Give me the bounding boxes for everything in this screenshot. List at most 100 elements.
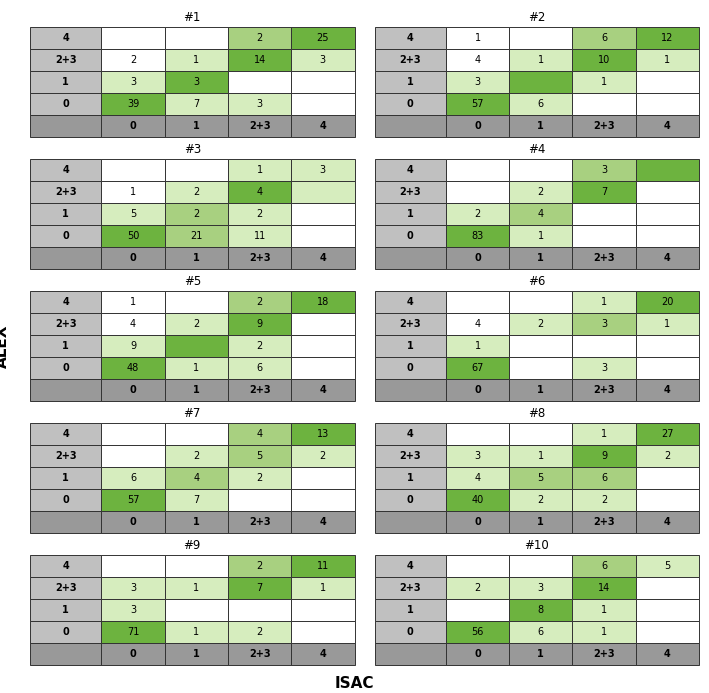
Text: 4: 4 [664,121,671,131]
Bar [228,489,291,511]
Bar [636,511,699,533]
Bar [636,225,699,247]
Text: 6: 6 [537,627,544,637]
Bar [101,489,164,511]
Bar [636,93,699,115]
Bar [101,181,164,203]
Bar [374,621,446,643]
Text: 3: 3 [257,99,262,109]
Text: 0: 0 [130,121,136,131]
Text: 2+3: 2+3 [399,187,421,197]
Bar [291,247,354,269]
Bar [164,159,228,181]
Bar [291,357,354,379]
Text: 7: 7 [193,495,199,505]
Text: 0: 0 [407,363,413,373]
Bar [509,599,572,621]
Bar [374,247,446,269]
Bar [446,49,509,71]
Text: 2+3: 2+3 [593,649,615,659]
Text: 50: 50 [127,231,139,241]
Bar [374,489,446,511]
Bar [291,159,354,181]
Text: 3: 3 [537,583,544,593]
Text: 1: 1 [407,341,413,351]
Bar [636,49,699,71]
Text: 1: 1 [537,253,545,263]
Text: 1: 1 [601,77,607,87]
Bar [228,225,291,247]
Bar [636,181,699,203]
Bar [164,445,228,467]
Bar [572,511,636,533]
Bar [291,621,354,643]
Text: 0: 0 [474,649,481,659]
Bar [636,599,699,621]
Bar [636,291,699,313]
Bar [164,577,228,599]
Bar [291,445,354,467]
Bar [101,291,164,313]
Bar [228,423,291,445]
Bar [509,313,572,335]
Bar [164,511,228,533]
Text: 2: 2 [537,187,544,197]
Text: 3: 3 [601,165,607,175]
Bar [164,379,228,401]
Bar [374,379,446,401]
Bar [30,159,101,181]
Text: 2+3: 2+3 [593,253,615,263]
Text: 4: 4 [320,649,326,659]
Text: 2+3: 2+3 [55,451,77,461]
Bar [30,357,101,379]
Text: 2+3: 2+3 [249,385,270,395]
Text: 83: 83 [471,231,484,241]
Text: 2+3: 2+3 [399,319,421,329]
Text: 2+3: 2+3 [593,385,615,395]
Bar [164,423,228,445]
Bar [374,423,446,445]
Text: 0: 0 [407,495,413,505]
Text: 4: 4 [62,561,69,571]
Text: 0: 0 [62,99,69,109]
Bar [164,225,228,247]
Bar [291,313,354,335]
Bar [374,335,446,357]
Text: 2: 2 [257,627,263,637]
Bar [291,27,354,49]
Text: 39: 39 [127,99,139,109]
Text: 4: 4 [320,517,326,527]
Text: #2: #2 [528,11,545,24]
Bar [374,225,446,247]
Bar [636,335,699,357]
Text: 2+3: 2+3 [55,583,77,593]
Bar [374,291,446,313]
Bar [572,335,636,357]
Text: 1: 1 [601,429,607,439]
Bar [30,115,101,137]
Bar [374,357,446,379]
Text: #8: #8 [528,407,545,420]
Text: 6: 6 [601,561,607,571]
Bar [30,467,101,489]
Bar [446,643,509,665]
Text: 4: 4 [320,121,326,131]
Bar [509,445,572,467]
Bar [228,511,291,533]
Bar [572,445,636,467]
Bar [509,181,572,203]
Text: 1: 1 [537,55,544,65]
Text: 1: 1 [601,605,607,615]
Bar [572,357,636,379]
Bar [291,423,354,445]
Bar [572,291,636,313]
Text: 3: 3 [194,77,199,87]
Text: 9: 9 [601,451,607,461]
Bar [291,467,354,489]
Bar [30,423,101,445]
Bar [291,511,354,533]
Text: 5: 5 [664,561,671,571]
Text: 4: 4 [62,297,69,307]
Bar [228,577,291,599]
Bar [374,555,446,577]
